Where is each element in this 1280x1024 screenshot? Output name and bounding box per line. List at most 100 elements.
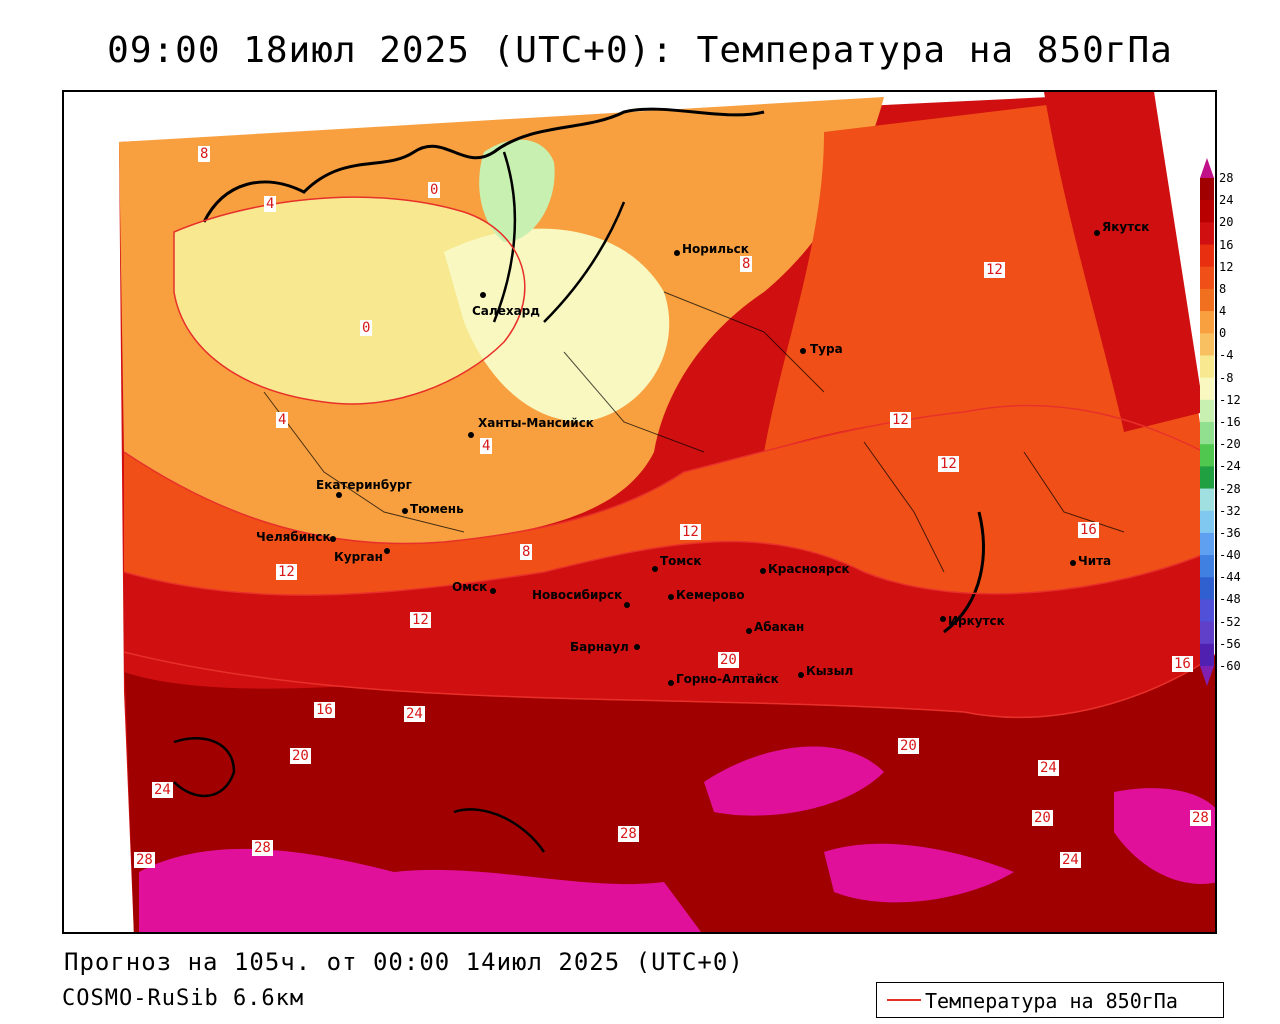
colorbar-segment	[1200, 333, 1214, 356]
colorbar-segment	[1200, 222, 1214, 246]
city-label: Норильск	[682, 242, 749, 256]
contour-label: 12	[938, 456, 959, 472]
city-label: Ханты-Мансийск	[478, 416, 594, 430]
colorbar	[1200, 158, 1214, 686]
colorbar-segment	[1200, 599, 1214, 623]
colorbar-tick-label: -16	[1219, 415, 1241, 429]
colorbar-tick-label: -44	[1219, 570, 1241, 585]
colorbar-segment	[1200, 488, 1214, 512]
city-marker	[1094, 230, 1100, 236]
city-marker	[336, 492, 342, 498]
city-label: Екатеринбург	[316, 478, 412, 492]
city-label: Курган	[334, 550, 383, 564]
contour-label: 0	[428, 182, 441, 198]
city-marker	[468, 432, 474, 438]
contour-label: 28	[252, 840, 273, 856]
contour-label: 20	[1032, 810, 1053, 826]
colorbar-tick-label: -36	[1219, 525, 1241, 540]
colorbar-segment	[1200, 532, 1214, 556]
city-label: Якутск	[1102, 220, 1150, 234]
colorbar-top-arrow	[1200, 158, 1214, 178]
contour-label: 16	[1078, 522, 1099, 538]
city-marker	[1070, 560, 1076, 566]
city-marker	[634, 644, 640, 650]
colorbar-segment	[1200, 244, 1214, 268]
contour-label: 4	[264, 196, 277, 212]
contour-label: 12	[410, 612, 431, 628]
colorbar-segment	[1200, 555, 1214, 578]
colorbar-segment	[1200, 621, 1214, 645]
contour-label: 28	[618, 826, 639, 842]
colorbar-tick-label: 0	[1219, 326, 1227, 341]
colorbar-segment	[1200, 466, 1214, 490]
colorbar-segment	[1200, 510, 1214, 534]
colorbar-tick-label: 20	[1219, 215, 1234, 230]
city-marker	[624, 602, 630, 608]
city-label: Салехард	[472, 304, 540, 318]
map-frame: 8 4 0 4 0 4 8 8 12 12 12 12 12 12 16 16 …	[62, 90, 1217, 934]
city-marker	[746, 628, 752, 634]
city-label: Иркутск	[948, 614, 1005, 628]
contour-label: 28	[134, 852, 155, 868]
colorbar-tick-label: -56	[1219, 636, 1241, 651]
city-label: Кемерово	[676, 588, 745, 602]
colorbar-tick-label: -12	[1219, 392, 1241, 407]
colorbar-segment	[1200, 178, 1214, 201]
contour-label: 24	[1060, 852, 1081, 868]
city-label: Чита	[1078, 554, 1112, 568]
contour-label: 4	[276, 412, 289, 428]
forecast-info: Прогноз на 105ч. от 00:00 14июл 2025 (UT…	[64, 948, 744, 976]
contour-label: 8	[520, 544, 533, 560]
city-label: Абакан	[754, 620, 805, 634]
colorbar-segment	[1200, 444, 1214, 467]
colorbar-tick-label: -20	[1219, 437, 1241, 452]
colorbar-tick-label: -52	[1219, 614, 1241, 629]
city-marker	[652, 566, 658, 572]
colorbar-segment	[1200, 266, 1214, 290]
contour-label: 24	[404, 706, 425, 722]
temperature-field	[119, 92, 1215, 932]
legend-line-swatch	[887, 999, 921, 1001]
city-label: Горно-Алтайск	[676, 672, 779, 686]
colorbar-segment	[1200, 311, 1214, 334]
contour-label: 8	[740, 256, 753, 272]
contour-label: 16	[1172, 656, 1193, 672]
contour-label: 12	[276, 564, 297, 580]
colorbar-segment	[1200, 377, 1214, 401]
legend: Температура на 850гПа	[876, 982, 1224, 1018]
city-marker	[800, 348, 806, 354]
city-label: Красноярск	[768, 562, 850, 576]
colorbar-tick-label: -48	[1219, 592, 1241, 607]
contour-label: 8	[198, 146, 211, 162]
colorbar-tick-label: 28	[1219, 171, 1234, 185]
colorbar-segment	[1200, 355, 1214, 379]
contour-label: 24	[152, 782, 173, 798]
colorbar-tick-label: 24	[1219, 193, 1234, 208]
contour-label: 4	[480, 438, 493, 454]
colorbar-segment	[1200, 643, 1214, 667]
city-marker	[490, 588, 496, 594]
city-label: Барнаул	[570, 640, 629, 654]
city-label: Тура	[810, 342, 843, 356]
city-label: Новосибирск	[532, 588, 623, 602]
colorbar-segment	[1200, 200, 1214, 223]
contour-label: 0	[360, 320, 373, 336]
colorbar-tick-label: -32	[1219, 503, 1241, 518]
colorbar-tick-label: -60	[1219, 659, 1241, 673]
colorbar-tick-label: 4	[1219, 304, 1227, 319]
contour-label: 24	[1038, 760, 1059, 776]
city-label: Челябинск	[256, 530, 331, 544]
colorbar-tick-label: 8	[1219, 281, 1227, 296]
city-marker	[798, 672, 804, 678]
legend-label: Температура на 850гПа	[925, 989, 1178, 1013]
colorbar-tick-label: -40	[1219, 548, 1241, 563]
colorbar-tick-label: -4	[1219, 348, 1234, 363]
contour-label: 20	[898, 738, 919, 754]
city-marker	[668, 680, 674, 686]
city-marker	[760, 568, 766, 574]
map-title: 09:00 18июл 2025 (UTC+0): Температура на…	[107, 30, 1173, 71]
city-marker	[402, 508, 408, 514]
contour-label: 12	[890, 412, 911, 428]
colorbar-tick-label: -28	[1219, 481, 1241, 496]
city-label: Томск	[660, 554, 702, 568]
